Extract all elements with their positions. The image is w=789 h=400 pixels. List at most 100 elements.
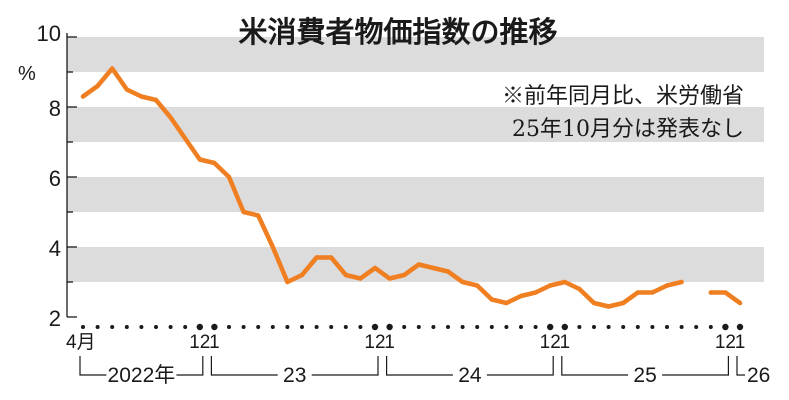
data-point-2022-05: [95, 83, 100, 89]
month-dot-2022-06: [110, 325, 115, 329]
data-point-2023-09: [329, 255, 334, 260]
band-9-10: [67, 37, 764, 72]
data-point-2024-05: [445, 269, 451, 274]
month-dot-2025-03: [592, 325, 596, 329]
month-dot-2024-07: [475, 325, 480, 329]
year-label-25: 25: [633, 364, 656, 387]
data-point-2025-04: [606, 304, 611, 309]
month-dot-2023-05: [270, 325, 275, 329]
series-layer: [80, 66, 743, 309]
cpi-line-segment-1: [80, 66, 684, 309]
month-dot-2024-04: [431, 325, 436, 329]
data-point-2024-10: [518, 293, 524, 299]
data-point-2024-12: [548, 283, 553, 288]
year-bracket-right-24: [486, 356, 554, 376]
data-point-2024-03: [416, 262, 421, 267]
y-tick-label-2: 2: [49, 306, 61, 331]
data-point-2025-08: [664, 283, 670, 288]
background-bands: [67, 37, 764, 317]
month-dot-2024-09: [504, 325, 509, 329]
data-point-2023-10: [343, 272, 348, 278]
month-dot-2023-02: [227, 325, 231, 329]
x-month-label-2024-01: 1: [384, 332, 395, 353]
month-dot-2022-07: [124, 325, 129, 329]
month-dot-2025-01: [561, 323, 568, 331]
y-axis-unit: %: [18, 63, 36, 85]
month-dot-2023-06: [285, 325, 290, 329]
data-point-2023-05: [270, 244, 275, 250]
data-point-2025-01: [562, 279, 567, 285]
data-point-2024-01: [387, 276, 392, 281]
month-dot-2023-04: [256, 325, 261, 329]
y-tick-label-8: 8: [49, 96, 61, 121]
band-8-9: [67, 72, 764, 107]
x-month-label-2022-12: 12: [189, 332, 210, 353]
month-dot-2022-09: [154, 325, 158, 329]
month-dot-2025-10: [694, 325, 699, 329]
month-dot-2023-01: [211, 323, 218, 331]
chart-title: 米消費者物価指数の推移: [238, 15, 557, 49]
band-5-6: [67, 177, 764, 212]
month-dot-2022-08: [139, 325, 144, 329]
month-dot-2024-06: [460, 325, 465, 329]
month-dot-2022-05: [95, 325, 100, 329]
x-start-month-label: 4月: [66, 332, 96, 353]
month-dot-2023-03: [241, 325, 246, 329]
y-tick-label-4: 4: [49, 236, 61, 261]
month-dot-2022-11: [183, 325, 188, 329]
x-month-label-2025-01: 1: [560, 332, 571, 353]
data-point-2022-10: [168, 115, 173, 120]
data-point-2024-11: [533, 290, 538, 295]
text-layer: 246810%米消費者物価指数の推移※前年同月比、米労働省25年10月分は発表な…: [18, 15, 770, 387]
month-dot-2025-07: [650, 325, 655, 329]
month-dot-2023-12: [371, 323, 379, 331]
month-dot-2023-09: [329, 325, 334, 329]
year-bracket-right-25: [662, 356, 729, 376]
year-bracket-left-2022年: [79, 356, 107, 376]
x-month-label-2025-12: 12: [715, 332, 736, 353]
y-tick-label-10: 10: [37, 21, 61, 46]
data-point-2022-12: [197, 157, 202, 162]
data-point-2022-08: [139, 94, 144, 99]
data-point-2025-05: [621, 300, 626, 306]
year-bracket-left-25: [561, 356, 629, 376]
data-point-2025-12: [723, 290, 728, 295]
x-month-label-2026-01: 1: [735, 332, 746, 353]
month-dot-2023-10: [343, 325, 348, 329]
data-point-2023-07: [299, 272, 305, 278]
data-point-2022-04: [80, 94, 86, 99]
month-dot-2024-11: [533, 325, 538, 329]
data-point-2023-04: [256, 213, 261, 218]
month-dot-2023-08: [314, 325, 319, 329]
data-point-2022-11: [183, 136, 188, 141]
data-point-2023-11: [358, 276, 363, 281]
data-point-2024-04: [431, 265, 436, 271]
band-2-3: [67, 282, 764, 317]
data-point-2024-08: [489, 297, 494, 302]
data-point-2025-03: [591, 300, 597, 306]
month-dot-2024-05: [446, 325, 450, 329]
data-point-2024-02: [402, 272, 407, 278]
month-dot-2025-11: [708, 325, 713, 329]
data-point-2026-01: [737, 300, 743, 306]
month-dot-2025-02: [577, 325, 582, 329]
x-month-label-2023-12: 12: [364, 332, 385, 353]
data-point-2023-03: [241, 209, 246, 215]
month-dot-2024-01: [386, 323, 393, 331]
month-dot-2025-09: [679, 325, 684, 329]
x-month-label-2024-12: 12: [540, 332, 561, 353]
month-dot-2025-08: [665, 325, 669, 329]
data-point-2025-02: [577, 286, 582, 292]
year-bracket-right-23: [311, 356, 379, 376]
data-point-2024-09: [504, 300, 509, 306]
data-point-2022-06: [110, 66, 115, 71]
month-dot-2022-10: [168, 325, 173, 329]
month-dot-2025-12: [722, 323, 729, 331]
month-dot-2026-01: [736, 323, 744, 331]
month-dot-2024-03: [416, 325, 421, 329]
axes: [66, 33, 745, 376]
month-dot-2025-04: [606, 325, 611, 329]
year-bracket-26: [736, 356, 745, 376]
year-bracket-right-2022年: [176, 356, 204, 376]
